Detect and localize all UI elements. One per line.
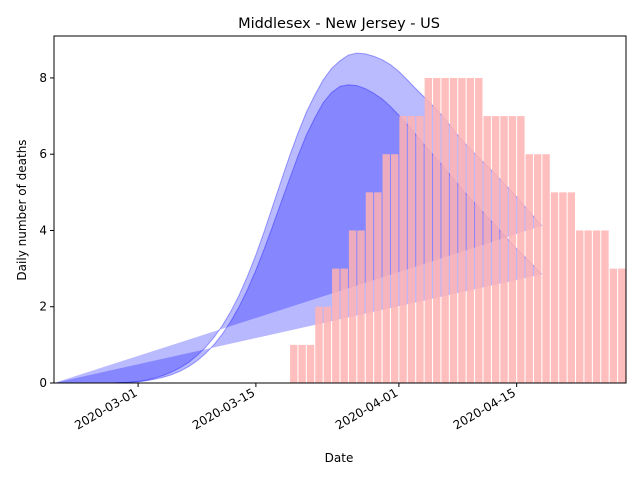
bar — [525, 154, 533, 383]
bar — [382, 154, 390, 383]
x-tick-label: 2020-03-15 — [190, 385, 257, 432]
bar — [365, 192, 374, 383]
x-tick-label: 2020-04-15 — [451, 385, 518, 432]
bar — [508, 116, 517, 383]
y-tick-label: 6 — [39, 147, 47, 161]
bar — [290, 344, 298, 383]
bar — [298, 344, 306, 383]
bar — [466, 77, 475, 383]
bar — [357, 230, 365, 383]
bar — [592, 230, 601, 383]
x-axis-label: Date — [325, 451, 354, 465]
bar — [475, 77, 483, 383]
x-tick-label: 2020-04-01 — [333, 385, 400, 432]
bar — [559, 192, 567, 383]
bar — [491, 116, 500, 383]
bar — [500, 116, 508, 383]
bar — [348, 230, 357, 383]
bar — [618, 268, 626, 383]
bar — [340, 268, 348, 383]
plot-frame — [53, 35, 627, 384]
y-tick-label: 4 — [39, 223, 47, 237]
bar — [424, 77, 433, 383]
bar — [567, 192, 576, 383]
bar — [315, 306, 323, 383]
chart-title: Middlesex - New Jersey - US — [238, 16, 440, 32]
bar — [374, 192, 382, 383]
bar — [576, 230, 584, 383]
bar — [550, 192, 559, 383]
y-axis-label: Daily number of deaths — [15, 139, 29, 280]
x-axis: 2020-03-01 2020-03-15 2020-04-01 2020-04-15 — [72, 383, 518, 432]
bar — [441, 77, 449, 383]
y-tick-label: 8 — [39, 71, 47, 85]
bar — [483, 116, 491, 383]
bar — [399, 116, 407, 383]
bar — [542, 154, 550, 383]
bar — [416, 116, 424, 383]
y-tick-label: 0 — [39, 376, 47, 390]
x-tick-label: 2020-03-01 — [72, 385, 139, 432]
bar — [433, 77, 441, 383]
bar — [323, 306, 332, 383]
bar — [407, 116, 416, 383]
bar — [390, 154, 399, 383]
bar — [332, 268, 340, 383]
bar — [306, 344, 315, 383]
bar-series — [290, 77, 626, 383]
bar — [517, 116, 525, 383]
bar — [458, 77, 466, 383]
bar — [449, 77, 458, 383]
bar — [533, 154, 542, 383]
y-tick-label: 2 — [39, 300, 47, 314]
bar — [601, 230, 609, 383]
y-axis: 0 2 4 6 8 — [39, 71, 54, 390]
bar — [609, 268, 618, 383]
bar — [584, 230, 592, 383]
